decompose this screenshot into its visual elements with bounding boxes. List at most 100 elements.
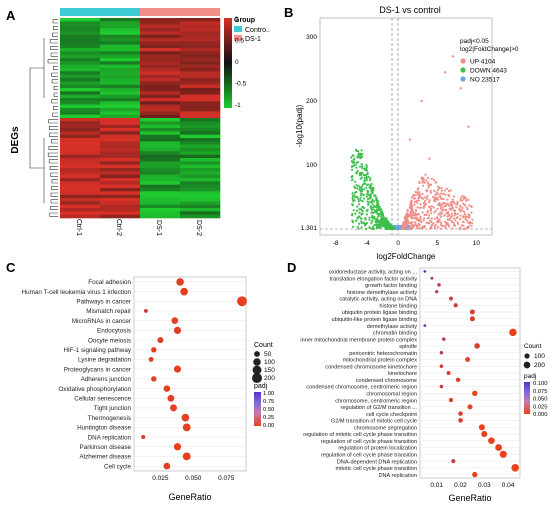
heatmap-cell <box>180 158 221 162</box>
count-legend-label: 150 <box>264 367 275 374</box>
heatmap-cell <box>140 88 181 92</box>
volcano-point-up <box>420 221 423 224</box>
heatmap-cell <box>140 44 181 49</box>
data-point <box>439 364 444 368</box>
heatmap-cell <box>60 164 101 169</box>
volcano-point-down <box>363 197 366 200</box>
heatmap-cell <box>180 118 221 122</box>
volcano-point-down <box>350 160 353 163</box>
volcano-point-up <box>410 205 413 208</box>
volcano-point-down <box>356 205 359 208</box>
volcano-point-down <box>381 222 384 225</box>
volcano-point-down <box>377 221 380 224</box>
volcano-point-down <box>361 167 364 170</box>
heatmap-cell <box>100 148 141 152</box>
volcano-legend-marker <box>460 67 466 73</box>
volcano-point-down <box>363 182 366 185</box>
d-xlabel: GeneRatio <box>448 493 491 503</box>
heatmap-cell <box>100 141 141 145</box>
volcano-point-up <box>464 196 467 199</box>
volcano-point-down <box>351 179 354 182</box>
volcano-point-up <box>421 225 425 228</box>
volcano-x-ticks: -8 -4 0 5 10 <box>333 240 481 247</box>
data-point <box>173 326 182 334</box>
volcano-point-down <box>374 223 378 226</box>
heatmap-cell <box>140 144 181 149</box>
c-plot-area <box>133 276 247 472</box>
volcano-point-up <box>427 176 430 179</box>
heatmap-cell <box>180 131 221 135</box>
category-label: MicroRNAs in cancer <box>72 318 131 325</box>
volcano-point-down <box>358 188 361 191</box>
volcano-point-down <box>359 186 362 189</box>
volcano-point-down <box>374 221 377 224</box>
heatmap-cell <box>180 121 221 125</box>
c-padj-legend-title: padj <box>254 383 268 390</box>
count-legend-label: 50 <box>264 351 272 358</box>
heatmap-cell <box>180 164 221 169</box>
volcano-point-down <box>368 216 371 219</box>
volcano-point-up <box>439 196 442 199</box>
heatmap-cell <box>100 108 141 112</box>
volcano-point-up <box>410 222 413 226</box>
volcano-point-up <box>426 181 429 184</box>
volcano-point-down <box>376 223 379 226</box>
heatmap-cell <box>60 194 101 199</box>
data-point <box>455 377 461 382</box>
volcano-point-up <box>406 208 409 211</box>
heatmap-cell <box>180 34 221 39</box>
volcano-point-up <box>411 209 414 212</box>
volcano-point-down <box>392 227 396 230</box>
heatmap-cell <box>180 28 221 32</box>
category-label: inner mitochondrial membrane protein com… <box>300 337 417 343</box>
volcano-point-down <box>372 188 375 191</box>
volcano-point-up <box>461 194 464 198</box>
heatmap-cell <box>100 21 141 25</box>
volcano-point-down <box>361 165 364 168</box>
volcano-point-up <box>459 205 462 208</box>
group-legend-swatch-control <box>234 26 242 32</box>
padj-tick-label: 0.75 <box>263 399 274 405</box>
heatmap-cell <box>60 128 101 132</box>
heatmap-cell <box>100 34 141 39</box>
volcano-point-up <box>419 203 422 206</box>
heatmap-cell <box>180 38 221 42</box>
category-label: ubiquitin-like protein ligase binding <box>331 317 417 323</box>
heatmap-cell <box>60 91 101 95</box>
volcano-point-up <box>437 213 440 216</box>
heatmap-cell <box>180 124 221 129</box>
panel-label-b: B <box>284 5 293 20</box>
data-point <box>173 365 182 373</box>
volcano-point-up <box>415 225 418 228</box>
heatmap-cell <box>140 68 181 72</box>
volcano-point-up <box>422 219 425 222</box>
volcano-point-up <box>416 227 419 230</box>
volcano-point-up <box>411 211 415 214</box>
volcano-point-down <box>370 208 373 211</box>
volcano-point-up <box>462 202 465 205</box>
heatmap-cell <box>60 141 101 145</box>
volcano-point-down <box>352 200 355 203</box>
heatmap-cell <box>60 151 101 155</box>
data-point <box>143 308 148 313</box>
volcano-point-up <box>420 206 423 209</box>
volcano-point-up <box>420 99 423 103</box>
category-label: ubiquitin protein ligase binding <box>342 310 417 316</box>
volcano-point-up <box>450 203 453 207</box>
heatmap-cell <box>60 64 101 69</box>
volcano-point-down <box>387 226 390 229</box>
data-point <box>182 452 191 461</box>
volcano-title: DS-1 vs control <box>379 5 441 15</box>
volcano-point-up <box>418 195 421 199</box>
volcano-point-up <box>449 207 452 210</box>
volcano-point-up <box>421 192 424 195</box>
heatmap-cell <box>100 31 141 35</box>
volcano-point-up <box>428 157 431 160</box>
panel-label-c: C <box>6 260 16 275</box>
heatmap-cell <box>180 214 221 219</box>
volcano-point-down <box>369 206 372 209</box>
volcano-point-down <box>356 187 359 190</box>
d-points <box>423 270 519 478</box>
volcano-point-up <box>467 125 470 128</box>
volcano-point-up <box>433 189 436 192</box>
